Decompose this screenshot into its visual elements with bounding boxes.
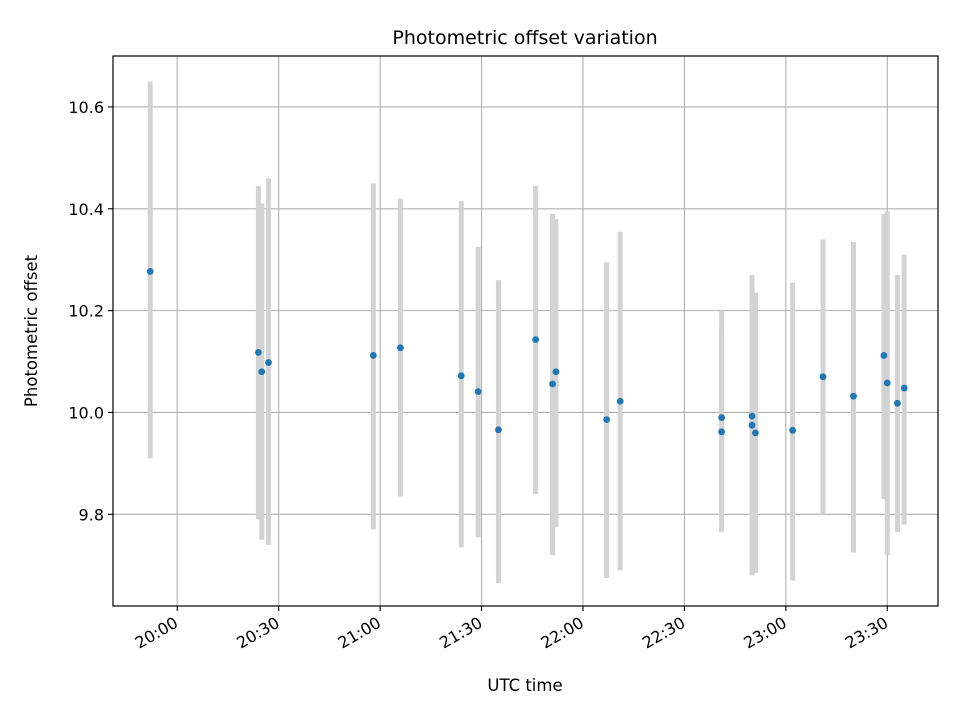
data-point: [549, 380, 556, 388]
data-point: [532, 336, 540, 344]
y-tick-label: 10.6: [68, 98, 104, 117]
y-axis-label: Photometric offset: [22, 254, 41, 407]
y-tick-label: 10.2: [68, 302, 104, 321]
data-point: [789, 426, 797, 434]
data-point: [552, 368, 560, 376]
data-point: [718, 414, 726, 421]
x-axis-label: UTC time: [487, 676, 562, 695]
data-point: [265, 359, 272, 366]
y-tick-label: 9.8: [79, 505, 104, 524]
data-point: [748, 412, 756, 420]
data-point: [258, 368, 266, 376]
y-tick-label: 10.0: [68, 403, 104, 422]
grid: [113, 56, 938, 606]
data-point: [616, 397, 624, 405]
data-point: [396, 344, 404, 352]
data-point: [474, 388, 482, 396]
data-point: [883, 379, 891, 387]
data-point: [900, 384, 908, 392]
plot-frame: [112, 55, 939, 607]
data-point: [457, 372, 465, 380]
data-point: [819, 373, 827, 381]
data-points: [146, 268, 908, 437]
data-point: [748, 421, 756, 429]
data-point: [850, 392, 857, 400]
y-axis-ticks: 9.8 10.0 10.2 10.4 10.6: [68, 98, 113, 524]
data-point: [369, 352, 377, 359]
data-point: [880, 352, 888, 359]
data-point: [146, 268, 154, 275]
data-point: [752, 429, 759, 437]
y-tick-label: 10.4: [68, 200, 104, 219]
data-point: [894, 399, 901, 407]
chart-title: Photometric offset variation: [392, 27, 657, 49]
data-point: [718, 428, 726, 436]
data-point: [254, 348, 262, 356]
data-point: [495, 426, 502, 434]
data-point: [603, 416, 611, 424]
